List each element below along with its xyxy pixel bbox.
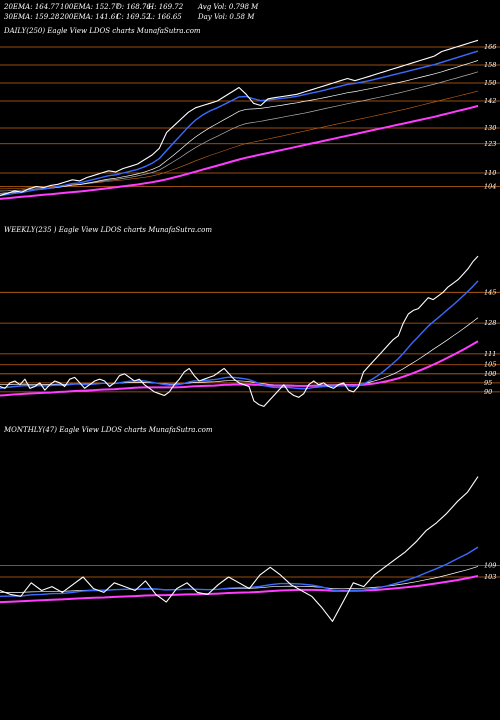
level-label: 90 — [484, 388, 492, 396]
series-ema-slow — [0, 340, 479, 397]
series-ema-mid3 — [0, 90, 479, 190]
series-ema-fast — [0, 280, 479, 390]
series-price — [0, 255, 479, 407]
daily-title: DAILY(250) Eagle View LDOS charts Munafa… — [4, 27, 201, 35]
header-stat: 100EMA: 152.77 — [60, 3, 120, 11]
level-label: 111 — [484, 350, 496, 358]
chart-panel-0: 166 158 150 142 130 123 110 104 — [0, 39, 500, 200]
header-stat: O: 168.76 — [116, 3, 151, 11]
chart-panel-2: 109 103 — [0, 476, 500, 622]
header-stat: 20EMA: 164.77 — [4, 3, 60, 11]
series-ema-mid1 — [0, 566, 479, 593]
level-label: 109 — [484, 561, 496, 569]
level-label: 105 — [484, 361, 496, 369]
level-label: 100 — [484, 370, 496, 378]
level-label: 128 — [484, 319, 496, 327]
series-price — [0, 476, 479, 622]
level-label: 166 — [484, 43, 496, 51]
series-ema-slow — [0, 575, 479, 604]
level-label: 130 — [484, 124, 496, 132]
header-stat: H: 169.72 — [148, 3, 184, 11]
series-ema-fast — [0, 546, 479, 597]
header-stat: C: 169.52 — [116, 13, 151, 21]
monthly-title: MONTHLY(47) Eagle View LDOS charts Munaf… — [4, 426, 213, 434]
series-ema-fast — [0, 50, 479, 197]
level-label: 103 — [484, 573, 496, 581]
series-ema-mid1 — [0, 60, 479, 194]
level-label: 142 — [484, 97, 496, 105]
header-stat: 30EMA: 159.28 — [4, 13, 60, 21]
weekly-title: WEEKLY(235 ) Eagle View LDOS charts Muna… — [4, 226, 212, 234]
header-stat: L: 166.65 — [148, 13, 182, 21]
level-label: 150 — [484, 79, 496, 87]
level-label: 104 — [484, 183, 496, 191]
level-label: 123 — [484, 140, 496, 148]
header-stat: 200EMA: 141.61 — [60, 13, 120, 21]
level-label: 145 — [484, 288, 496, 296]
header-stat: Avg Vol: 0.798 M — [198, 3, 259, 11]
level-label: 110 — [484, 169, 496, 177]
series-price — [0, 39, 479, 197]
series-ema-slow — [0, 104, 479, 200]
level-label: 158 — [484, 61, 496, 69]
level-label: 95 — [484, 379, 492, 387]
header-stat: Day Vol: 0.58 M — [198, 13, 255, 21]
